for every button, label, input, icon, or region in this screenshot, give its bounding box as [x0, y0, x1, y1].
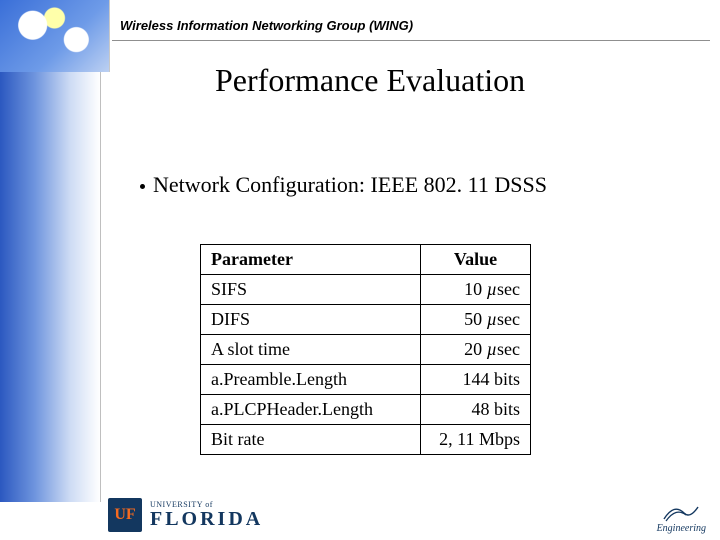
engineering-mark-icon: [662, 499, 700, 523]
table-cell-parameter: a.Preamble.Length: [201, 365, 421, 395]
table-row: a.Preamble.Length144 bits: [201, 365, 531, 395]
header-band: Wireless Information Networking Group (W…: [0, 0, 720, 48]
table-cell-value: 20 µsec: [421, 335, 531, 365]
slide: Wireless Information Networking Group (W…: [0, 0, 720, 540]
footer: UF UNIVERSITY of FLORIDA Engineering: [0, 485, 720, 540]
table-header-value: Value: [421, 245, 531, 275]
bullet-text: Network Configuration: IEEE 802. 11 DSSS: [153, 172, 547, 198]
table-cell-value: 48 bits: [421, 395, 531, 425]
engineering-logo: Engineering: [657, 499, 706, 534]
table-row: SIFS10 µsec: [201, 275, 531, 305]
table-row: a.PLCPHeader.Length48 bits: [201, 395, 531, 425]
table-cell-parameter: SIFS: [201, 275, 421, 305]
table-cell-parameter: A slot time: [201, 335, 421, 365]
table-cell-parameter: DIFS: [201, 305, 421, 335]
table-cell-value: 2, 11 Mbps: [421, 425, 531, 455]
parameter-table-wrap: Parameter Value SIFS10 µsecDIFS50 µsecA …: [200, 244, 531, 455]
table-header-row: Parameter Value: [201, 245, 531, 275]
corner-artwork: [0, 0, 110, 72]
table-row: DIFS50 µsec: [201, 305, 531, 335]
uf-logo: UF UNIVERSITY of FLORIDA: [108, 498, 263, 532]
table-cell-value: 10 µsec: [421, 275, 531, 305]
left-rail: [0, 72, 100, 502]
header-rule: [112, 40, 710, 41]
table-cell-parameter: a.PLCPHeader.Length: [201, 395, 421, 425]
uf-big-text: FLORIDA: [150, 509, 263, 529]
table-row: A slot time20 µsec: [201, 335, 531, 365]
parameter-table: Parameter Value SIFS10 µsecDIFS50 µsecA …: [200, 244, 531, 455]
bullet-row: Network Configuration: IEEE 802. 11 DSSS: [140, 172, 547, 198]
table-cell-parameter: Bit rate: [201, 425, 421, 455]
uf-monogram-icon: UF: [108, 498, 142, 532]
table-row: Bit rate2, 11 Mbps: [201, 425, 531, 455]
table-body: SIFS10 µsecDIFS50 µsecA slot time20 µsec…: [201, 275, 531, 455]
bullet-dot-icon: [140, 184, 145, 189]
table-header-parameter: Parameter: [201, 245, 421, 275]
table-cell-value: 50 µsec: [421, 305, 531, 335]
table-cell-value: 144 bits: [421, 365, 531, 395]
header-group-label: Wireless Information Networking Group (W…: [120, 18, 413, 33]
slide-title: Performance Evaluation: [215, 62, 525, 99]
engineering-label: Engineering: [657, 523, 706, 534]
uf-wordmark: UNIVERSITY of FLORIDA: [150, 501, 263, 529]
